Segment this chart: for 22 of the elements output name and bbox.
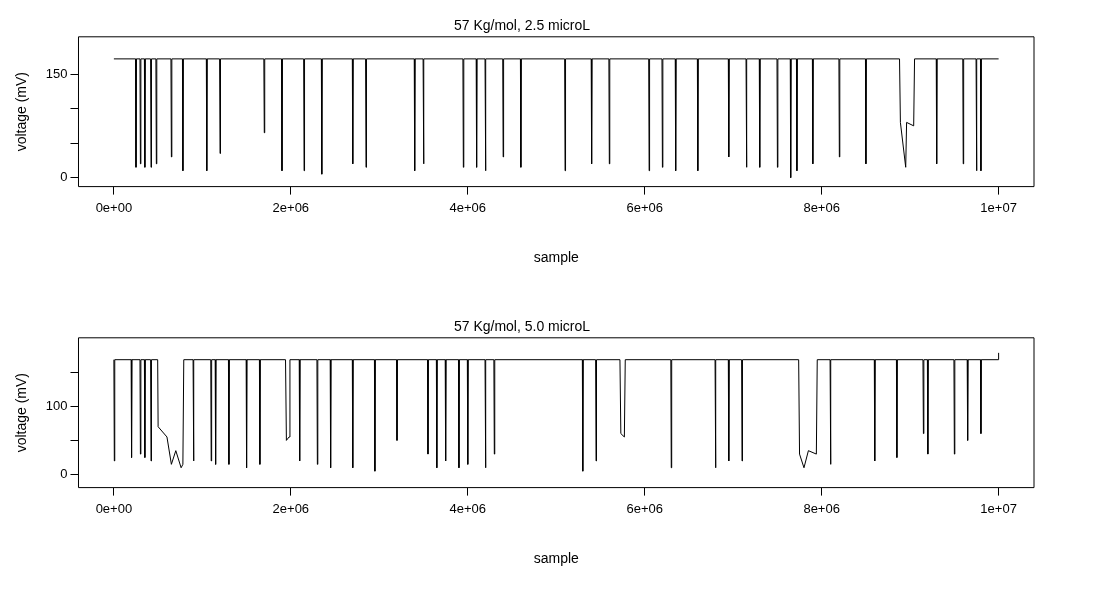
x-tick-label: 1e+07 xyxy=(980,500,1017,516)
y-tick-label: 150 xyxy=(45,65,68,81)
x-tick-label: 0e+00 xyxy=(95,199,133,215)
y-tick-label: 100 xyxy=(45,397,68,413)
x-tick-label: 1e+07 xyxy=(980,199,1017,215)
y-tick-label: 0 xyxy=(60,466,68,482)
x-tick-label: 8e+06 xyxy=(803,500,840,516)
x-axis-title: sample xyxy=(533,550,580,567)
x-tick-label: 2e+06 xyxy=(272,500,310,516)
y-axis-title: voltage (mV) xyxy=(13,373,30,453)
y-axis-title: voltage (mV) xyxy=(13,72,30,152)
x-tick-label: 4e+06 xyxy=(449,199,487,215)
x-tick-label: 0e+00 xyxy=(95,500,133,516)
x-tick-label: 4e+06 xyxy=(449,500,487,516)
chart-title: 57 Kg/mol, 5.0 microL xyxy=(453,318,591,335)
x-tick-label: 6e+06 xyxy=(626,199,663,215)
chart-title: 57 Kg/mol, 2.5 microL xyxy=(453,17,591,34)
x-tick-label: 2e+06 xyxy=(272,199,310,215)
x-axis-title: sample xyxy=(533,249,580,266)
x-tick-label: 8e+06 xyxy=(803,199,840,215)
x-tick-label: 6e+06 xyxy=(626,500,663,516)
y-tick-label: 0 xyxy=(60,169,68,185)
